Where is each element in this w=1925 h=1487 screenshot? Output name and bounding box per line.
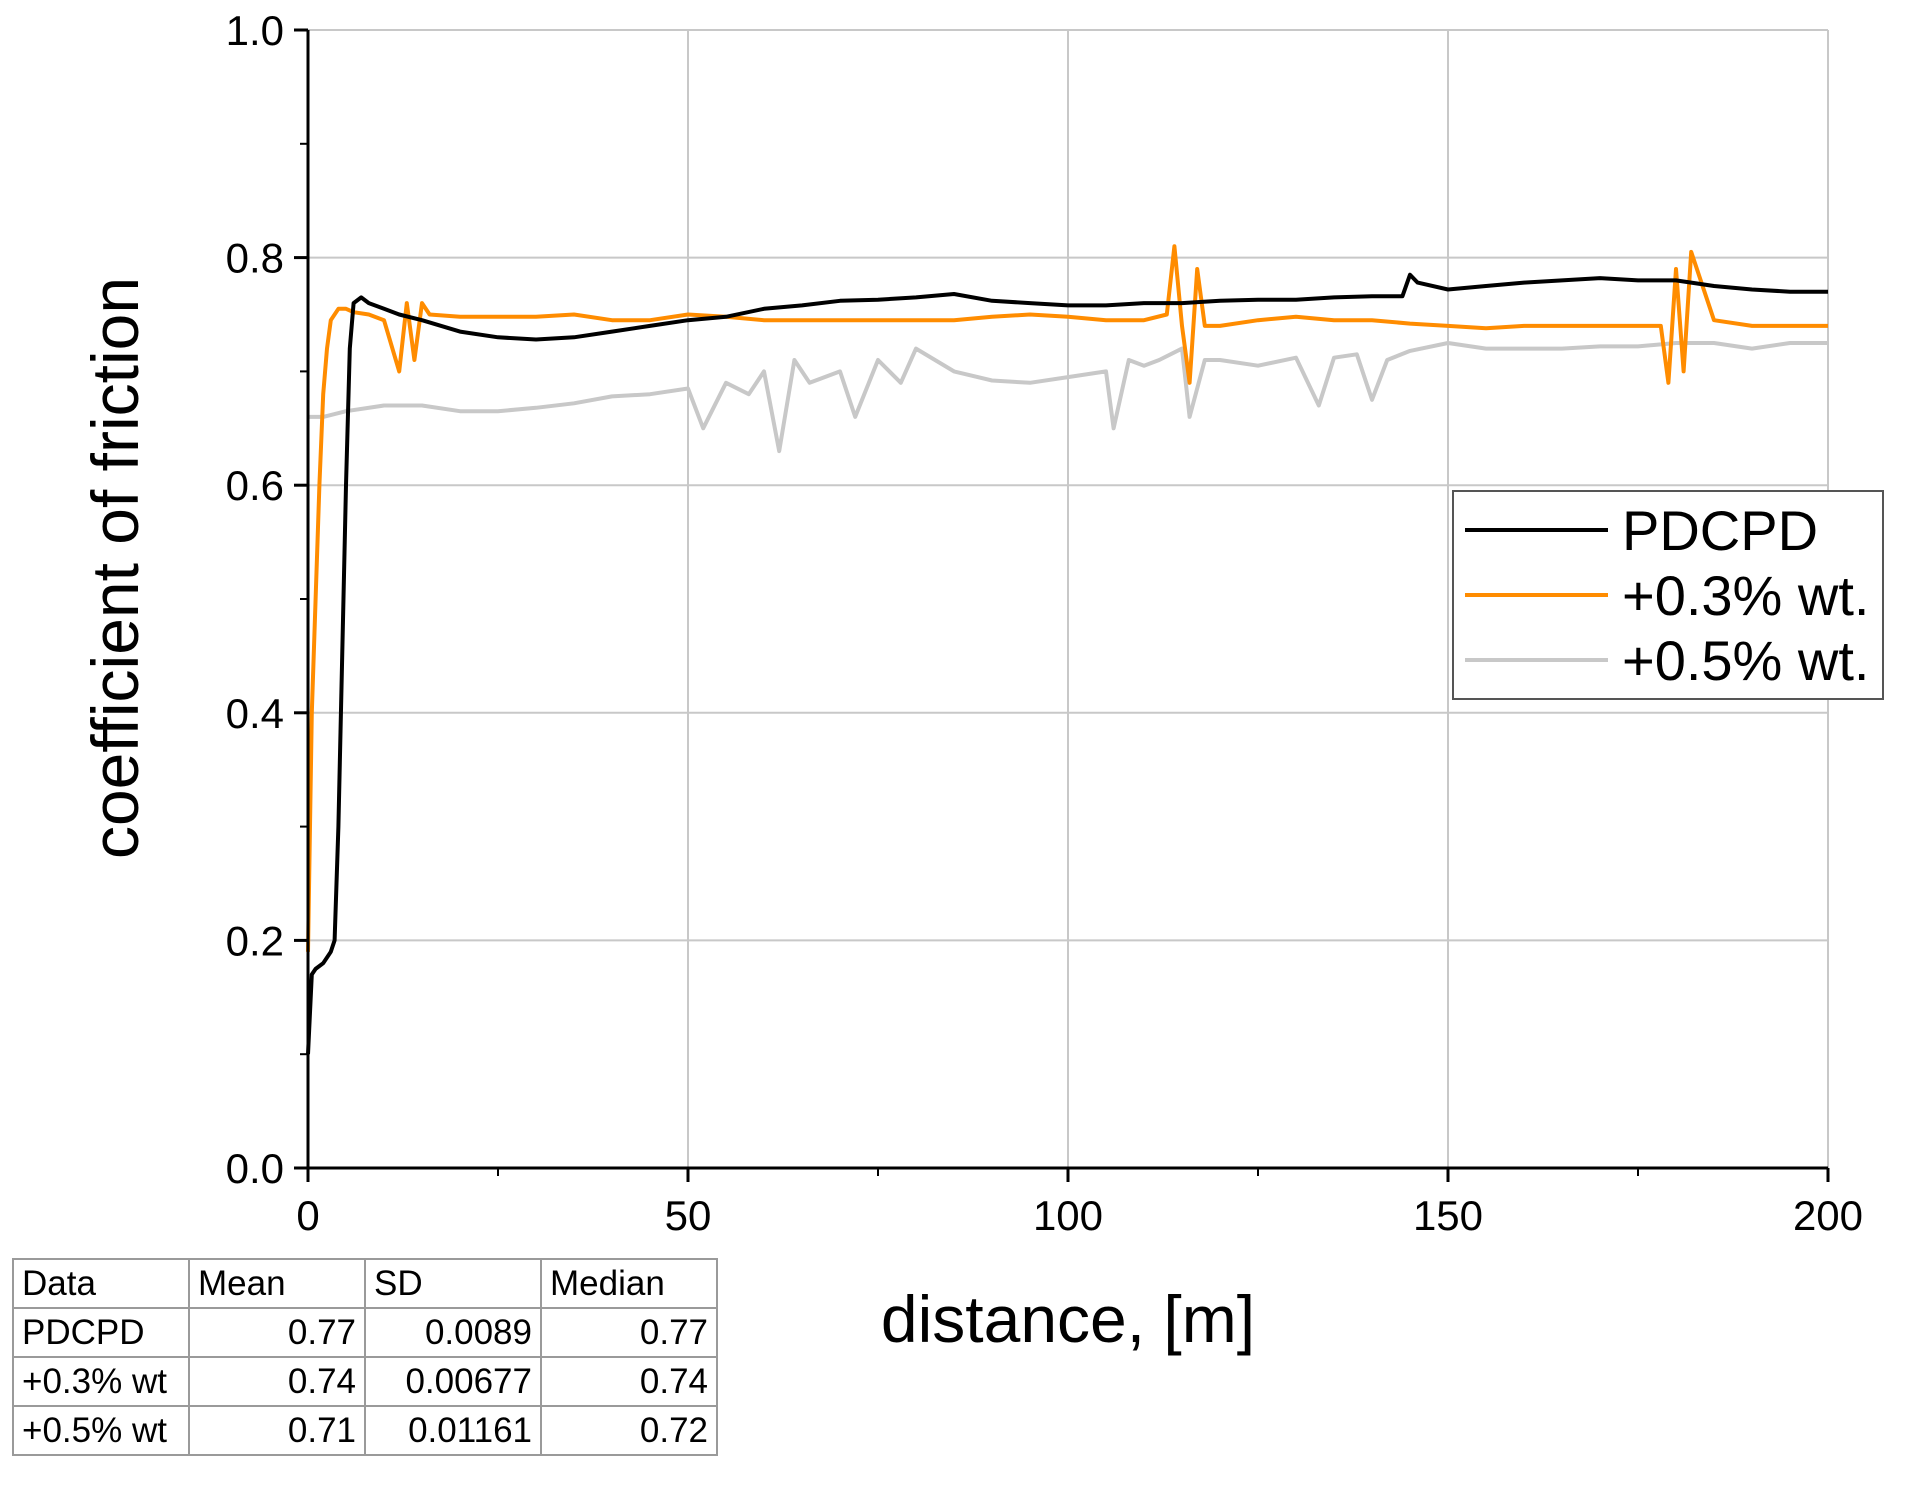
stats-cell-median: 0.72 xyxy=(540,1405,718,1456)
stats-header-sd: SD xyxy=(364,1258,542,1309)
stats-cell-median: 0.74 xyxy=(540,1356,718,1407)
y-tick-label: 0.8 xyxy=(226,235,284,282)
x-tick-label: 200 xyxy=(1793,1192,1863,1239)
x-tick-label: 150 xyxy=(1413,1192,1483,1239)
stats-cell-sd: 0.0089 xyxy=(364,1307,542,1358)
series-line-2 xyxy=(308,341,1828,454)
legend-label: PDCPD xyxy=(1622,499,1818,562)
stats-header-data: Data xyxy=(12,1258,190,1309)
stats-table: Data Mean SD Median PDCPD 0.77 0.0089 0.… xyxy=(12,1258,718,1456)
stats-cell-median: 0.77 xyxy=(540,1307,718,1358)
x-tick-label: 50 xyxy=(665,1192,712,1239)
grid xyxy=(308,29,1829,1168)
stats-cell-label: +0.3% wt xyxy=(12,1356,190,1407)
stats-row: +0.5% wt 0.71 0.01161 0.72 xyxy=(12,1405,718,1456)
legend-label: +0.5% wt. xyxy=(1622,629,1869,692)
y-tick-label: 0.4 xyxy=(226,690,284,737)
y-tick-label: 0.2 xyxy=(226,917,284,964)
series-line-1 xyxy=(306,244,1828,952)
stats-header-mean: Mean xyxy=(188,1258,366,1309)
series-lines xyxy=(306,244,1828,1055)
legend-label: +0.3% wt. xyxy=(1622,564,1869,627)
legend: PDCPD+0.3% wt.+0.5% wt. xyxy=(1452,490,1884,700)
stats-header-median: Median xyxy=(540,1258,718,1309)
stats-cell-mean: 0.74 xyxy=(188,1356,366,1407)
stats-cell-sd: 0.01161 xyxy=(364,1405,542,1456)
stats-cell-sd: 0.00677 xyxy=(364,1356,542,1407)
stats-cell-mean: 0.77 xyxy=(188,1307,366,1358)
stats-row: +0.3% wt 0.74 0.00677 0.74 xyxy=(12,1356,718,1407)
stats-header-row: Data Mean SD Median xyxy=(12,1258,718,1309)
stats-row: PDCPD 0.77 0.0089 0.77 xyxy=(12,1307,718,1358)
x-axis-title: distance, [m] xyxy=(881,1282,1255,1356)
stats-cell-label: PDCPD xyxy=(12,1307,190,1358)
stats-cell-label: +0.5% wt xyxy=(12,1405,190,1456)
x-tick-label: 100 xyxy=(1033,1192,1103,1239)
y-tick-label: 1.0 xyxy=(226,7,284,54)
y-axis-title: coefficient of friction xyxy=(78,277,152,859)
y-tick-label: 0.6 xyxy=(226,462,284,509)
series-line-0 xyxy=(306,272,1828,1055)
y-tick-label: 0.0 xyxy=(226,1145,284,1192)
ticks: 0 50 100 150 200 0.0 0.2 0.4 0.6 0.8 1.0 xyxy=(226,7,1863,1239)
stats-cell-mean: 0.71 xyxy=(188,1405,366,1456)
x-tick-label: 0 xyxy=(296,1192,319,1239)
